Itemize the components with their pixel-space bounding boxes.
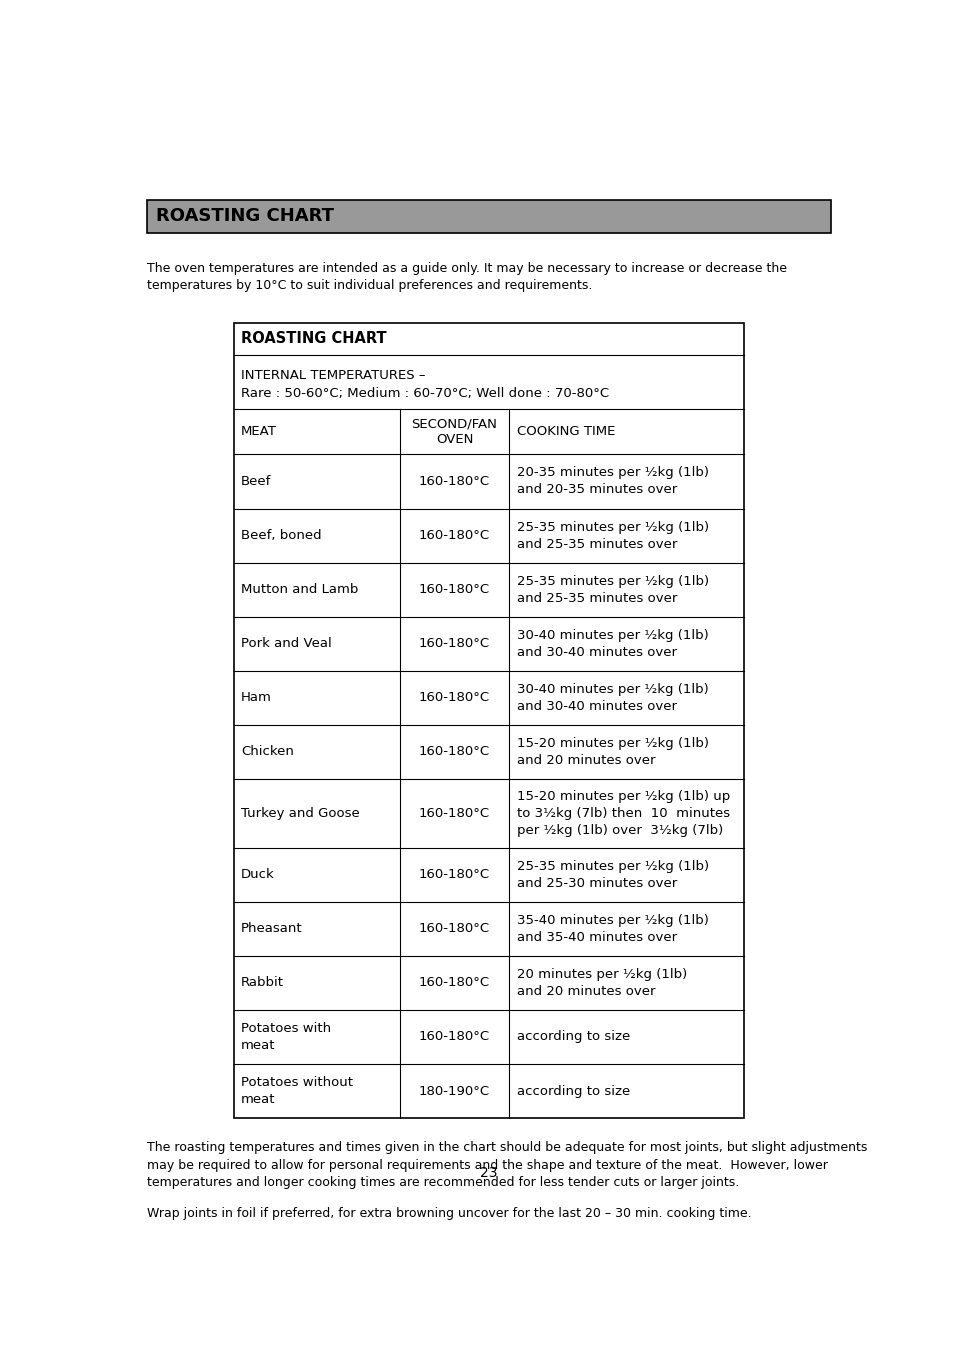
Text: 25-35 minutes per ½kg (1lb)
and 25-35 minutes over: 25-35 minutes per ½kg (1lb) and 25-35 mi…	[517, 520, 708, 551]
Text: temperatures by 10°C to suit individual preferences and requirements.: temperatures by 10°C to suit individual …	[147, 278, 592, 292]
Text: 15-20 minutes per ½kg (1lb)
and 20 minutes over: 15-20 minutes per ½kg (1lb) and 20 minut…	[517, 736, 708, 767]
Text: COOKING TIME: COOKING TIME	[517, 426, 615, 438]
Text: Beef: Beef	[241, 476, 272, 488]
Text: 15-20 minutes per ½kg (1lb) up
to 3½kg (7lb) then  10  minutes
per ½kg (1lb) ove: 15-20 minutes per ½kg (1lb) up to 3½kg (…	[517, 790, 729, 836]
Text: 160-180°C: 160-180°C	[418, 476, 490, 488]
Text: 160-180°C: 160-180°C	[418, 923, 490, 935]
Text: according to size: according to size	[517, 1085, 629, 1097]
Text: 30-40 minutes per ½kg (1lb)
and 30-40 minutes over: 30-40 minutes per ½kg (1lb) and 30-40 mi…	[517, 628, 708, 659]
Text: Wrap joints in foil if preferred, for extra browning uncover for the last 20 – 3: Wrap joints in foil if preferred, for ex…	[147, 1206, 751, 1220]
Text: Mutton and Lamb: Mutton and Lamb	[241, 584, 358, 596]
Text: Potatoes with
meat: Potatoes with meat	[241, 1021, 331, 1052]
Text: 180-190°C: 180-190°C	[418, 1085, 490, 1097]
Text: 23: 23	[479, 1166, 497, 1181]
Text: The oven temperatures are intended as a guide only. It may be necessary to incre: The oven temperatures are intended as a …	[147, 262, 786, 276]
Text: according to size: according to size	[517, 1031, 629, 1043]
Text: 160-180°C: 160-180°C	[418, 638, 490, 650]
Text: 160-180°C: 160-180°C	[418, 807, 490, 820]
Text: 160-180°C: 160-180°C	[418, 746, 490, 758]
Text: Potatoes without
meat: Potatoes without meat	[241, 1077, 353, 1106]
Text: ROASTING CHART: ROASTING CHART	[241, 331, 387, 346]
Text: 160-180°C: 160-180°C	[418, 977, 490, 989]
Text: 160-180°C: 160-180°C	[418, 1031, 490, 1043]
Text: 35-40 minutes per ½kg (1lb)
and 35-40 minutes over: 35-40 minutes per ½kg (1lb) and 35-40 mi…	[517, 913, 708, 944]
Text: INTERNAL TEMPERATURES –: INTERNAL TEMPERATURES –	[241, 369, 425, 381]
Text: 20-35 minutes per ½kg (1lb)
and 20-35 minutes over: 20-35 minutes per ½kg (1lb) and 20-35 mi…	[517, 466, 708, 496]
Text: 25-35 minutes per ½kg (1lb)
and 25-30 minutes over: 25-35 minutes per ½kg (1lb) and 25-30 mi…	[517, 859, 708, 890]
Text: Turkey and Goose: Turkey and Goose	[241, 807, 359, 820]
Text: 160-180°C: 160-180°C	[418, 584, 490, 596]
Text: Beef, boned: Beef, boned	[241, 530, 321, 542]
Text: The roasting temperatures and times given in the chart should be adequate for mo: The roasting temperatures and times give…	[147, 1142, 867, 1154]
Text: 160-180°C: 160-180°C	[418, 692, 490, 704]
Text: Pork and Veal: Pork and Veal	[241, 638, 332, 650]
Text: 30-40 minutes per ½kg (1lb)
and 30-40 minutes over: 30-40 minutes per ½kg (1lb) and 30-40 mi…	[517, 682, 708, 713]
Text: SECOND/FAN
OVEN: SECOND/FAN OVEN	[411, 417, 497, 446]
Text: ROASTING CHART: ROASTING CHART	[156, 207, 334, 226]
Text: 160-180°C: 160-180°C	[418, 530, 490, 542]
Text: temperatures and longer cooking times are recommended for less tender cuts or la: temperatures and longer cooking times ar…	[147, 1177, 739, 1189]
Text: MEAT: MEAT	[241, 426, 276, 438]
Text: Pheasant: Pheasant	[241, 923, 302, 935]
Text: Rabbit: Rabbit	[241, 977, 284, 989]
Text: Chicken: Chicken	[241, 746, 294, 758]
Text: Ham: Ham	[241, 692, 272, 704]
Text: 25-35 minutes per ½kg (1lb)
and 25-35 minutes over: 25-35 minutes per ½kg (1lb) and 25-35 mi…	[517, 574, 708, 605]
Text: 160-180°C: 160-180°C	[418, 869, 490, 881]
Text: Duck: Duck	[241, 869, 274, 881]
Text: 20 minutes per ½kg (1lb)
and 20 minutes over: 20 minutes per ½kg (1lb) and 20 minutes …	[517, 967, 686, 998]
Bar	[147, 200, 830, 232]
Text: Rare : 50-60°C; Medium : 60-70°C; Well done : 70-80°C: Rare : 50-60°C; Medium : 60-70°C; Well d…	[241, 386, 609, 400]
Bar	[233, 323, 743, 1119]
Text: may be required to allow for personal requirements and the shape and texture of : may be required to allow for personal re…	[147, 1159, 827, 1171]
